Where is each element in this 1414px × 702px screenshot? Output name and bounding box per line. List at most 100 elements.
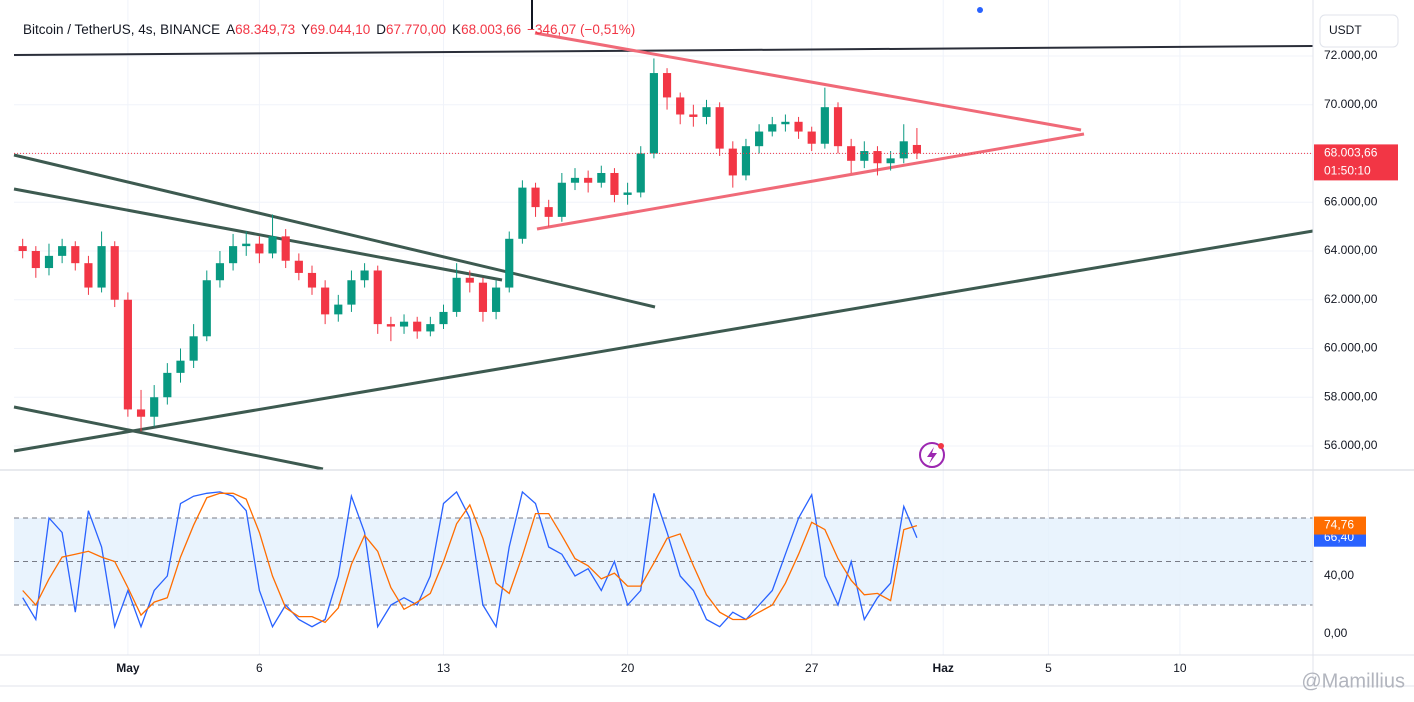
stoch-tick-label: 0,00	[1324, 626, 1348, 640]
candle-body	[413, 321, 422, 332]
candle-body	[518, 187, 527, 239]
candle-body	[478, 282, 488, 312]
candle-body	[58, 246, 67, 256]
currency-button[interactable]	[1319, 14, 1399, 48]
candle-body	[97, 246, 106, 288]
candle-body	[505, 238, 514, 288]
candle-body	[794, 121, 803, 132]
x-tick-label: 13	[437, 661, 451, 675]
stoch-line	[22, 492, 918, 624]
candle-body	[426, 324, 435, 332]
h-key: Y	[301, 22, 310, 37]
x-tick-label: 10	[1173, 661, 1187, 675]
icon-bolt	[927, 447, 937, 464]
candle-body	[84, 263, 93, 288]
icon-badge	[938, 443, 944, 449]
icon-ring	[919, 442, 945, 468]
drawing-line	[13, 229, 1314, 453]
x-tick-label: May	[116, 661, 140, 675]
drawing-line	[13, 405, 324, 471]
candle-body	[768, 124, 777, 132]
candle-body	[715, 107, 724, 149]
y-tick-label: 60.000,00	[1324, 341, 1378, 355]
candle-body	[570, 177, 580, 183]
c-value: 68.003,66	[461, 22, 521, 37]
candle-body	[741, 146, 751, 176]
candle-body	[636, 153, 645, 193]
candle-body	[229, 246, 238, 264]
drawing-line	[13, 153, 656, 309]
drawing-line	[13, 187, 503, 282]
stoch-tick-label: 40,00	[1324, 568, 1354, 582]
last-price-tag	[1314, 144, 1398, 181]
c-key: K	[452, 22, 461, 37]
candle-body	[676, 97, 685, 115]
candle-body	[307, 272, 317, 288]
candle-body	[136, 409, 146, 417]
candle-body	[833, 107, 843, 147]
y-tick-label: 64.000,00	[1324, 243, 1378, 257]
candle-body	[557, 182, 566, 217]
candle-body	[150, 397, 159, 417]
y-tick-label: 62.000,00	[1324, 292, 1378, 306]
frame	[0, 0, 1414, 687]
candle-body	[584, 177, 593, 183]
o-value: 68.349,73	[235, 22, 295, 37]
candle-body	[281, 236, 290, 261]
alert-icon[interactable]	[919, 442, 945, 468]
x-tick-label: 6	[256, 661, 263, 675]
drawing-line	[534, 31, 1082, 132]
change: −346,07 (−0,51%)	[527, 22, 635, 37]
candle-body	[649, 73, 658, 154]
stoch-value-label: 74,76	[1324, 518, 1354, 532]
candle-body	[31, 250, 40, 269]
candle-body	[544, 207, 553, 217]
candle-body	[163, 372, 172, 398]
candle-body	[492, 287, 501, 312]
candle-body	[623, 192, 632, 195]
candle-body	[18, 246, 27, 251]
symbol: Bitcoin / TetherUS, 4s, BINANCE	[23, 22, 220, 37]
legend-header: Bitcoin / TetherUS, 4s, BINANCE A68.349,7…	[23, 22, 635, 37]
candle-body	[71, 246, 80, 264]
candle-body	[399, 321, 409, 327]
o-key: A	[226, 22, 235, 37]
drawing-line	[536, 132, 1085, 231]
candle-body	[899, 141, 908, 159]
x-tick-label: 20	[621, 661, 635, 675]
x-tick-label: 27	[805, 661, 819, 675]
candle-body	[702, 107, 711, 117]
candle-body	[334, 304, 343, 315]
x-tick-label: Haz	[933, 661, 954, 675]
l-value: 67.770,00	[386, 22, 446, 37]
candle-body	[268, 236, 277, 254]
candle-body	[873, 151, 882, 164]
candle-body	[242, 243, 251, 247]
candle-body	[807, 131, 816, 144]
y-tick-label: 56.000,00	[1324, 438, 1378, 452]
candle-body	[255, 243, 264, 254]
candle-body	[439, 311, 448, 325]
marker-dot	[977, 7, 983, 13]
candle-body	[360, 270, 369, 281]
candle-body	[44, 255, 54, 269]
candle-body	[662, 73, 672, 98]
candle-body	[912, 144, 921, 154]
candle-body	[123, 299, 132, 410]
h-value: 69.044,10	[310, 22, 370, 37]
candle-body	[781, 121, 790, 125]
candle-body	[531, 187, 540, 208]
candle-body	[110, 246, 119, 300]
candle-body	[597, 172, 606, 183]
l-key: D	[376, 22, 386, 37]
stoch-line	[22, 490, 918, 630]
y-tick-label: 58.000,00	[1324, 389, 1378, 403]
candle-body	[347, 280, 356, 305]
candle-body	[465, 277, 474, 283]
trend-drawings	[13, 0, 1314, 471]
currency-label: USDT	[1329, 23, 1362, 37]
y-tick-label: 66.000,00	[1324, 194, 1378, 208]
y-tick-label: 70.000,00	[1324, 97, 1378, 111]
candle-body	[386, 324, 395, 327]
watermark: @Mamillius	[1301, 670, 1405, 692]
